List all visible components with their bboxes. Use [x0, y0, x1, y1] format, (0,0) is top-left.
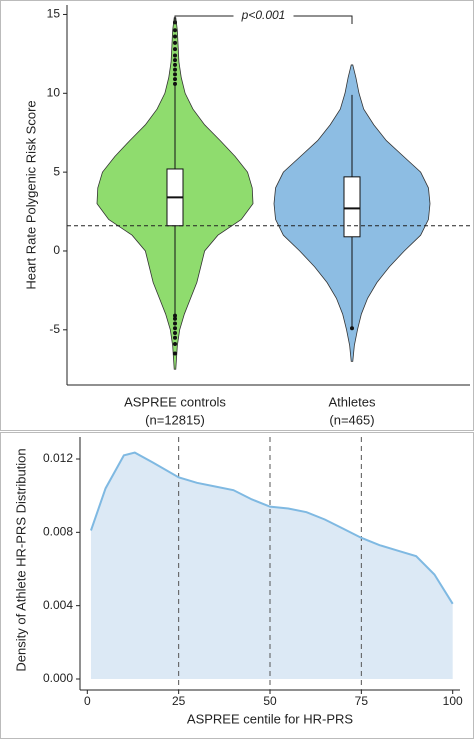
y-tick-label: 15	[47, 7, 61, 21]
x-tick-label: 0	[84, 694, 91, 708]
outlier	[173, 58, 177, 63]
box	[343, 176, 361, 238]
outlier	[173, 62, 177, 67]
y-tick-label: 10	[47, 85, 61, 99]
x-tick-label: 50	[263, 694, 277, 708]
x-tick-note: (n=465)	[329, 412, 374, 427]
outlier	[350, 326, 354, 331]
outlier	[173, 316, 177, 321]
outlier	[173, 321, 177, 326]
area	[90, 452, 453, 679]
outlier	[173, 47, 177, 52]
y-axis-label: Heart Rate Polygenic Risk Score	[23, 100, 38, 289]
x-tick-label: 25	[172, 694, 186, 708]
y-tick-label: 0.004	[43, 598, 73, 612]
x-tick-label: Athletes	[329, 394, 376, 409]
y-tick-label: 0	[53, 243, 60, 257]
outlier	[173, 40, 177, 45]
y-tick-label: 0.000	[43, 671, 73, 685]
bracket-gap	[233, 10, 294, 22]
outlier	[173, 72, 177, 77]
outlier	[173, 342, 177, 347]
y-tick-label: 0.012	[43, 451, 73, 465]
outlier	[173, 28, 177, 33]
x-tick-label: 75	[355, 694, 369, 708]
y-axis-label: Density of Athlete HR-PRS Distribution	[13, 448, 28, 671]
outlier	[173, 67, 177, 72]
outlier	[173, 34, 177, 39]
y-tick-label: 0.008	[43, 525, 73, 539]
outlier	[173, 335, 177, 340]
y-tick-label: 5	[53, 164, 60, 178]
outlier	[173, 53, 177, 58]
x-tick-label: 100	[443, 694, 463, 708]
outlier	[173, 326, 177, 331]
x-tick-note: (n=12815)	[145, 412, 205, 427]
line	[90, 451, 454, 605]
outlier	[173, 330, 177, 335]
outlier	[173, 77, 177, 82]
outlier	[173, 81, 177, 86]
x-axis-label: ASPREE centile for HR-PRS	[187, 711, 353, 726]
outlier	[173, 313, 177, 318]
annotation: p<0.001	[241, 8, 286, 22]
x-tick-label: ASPREE controls	[124, 394, 226, 409]
y-tick-label: -5	[49, 322, 60, 336]
outlier	[173, 351, 177, 356]
